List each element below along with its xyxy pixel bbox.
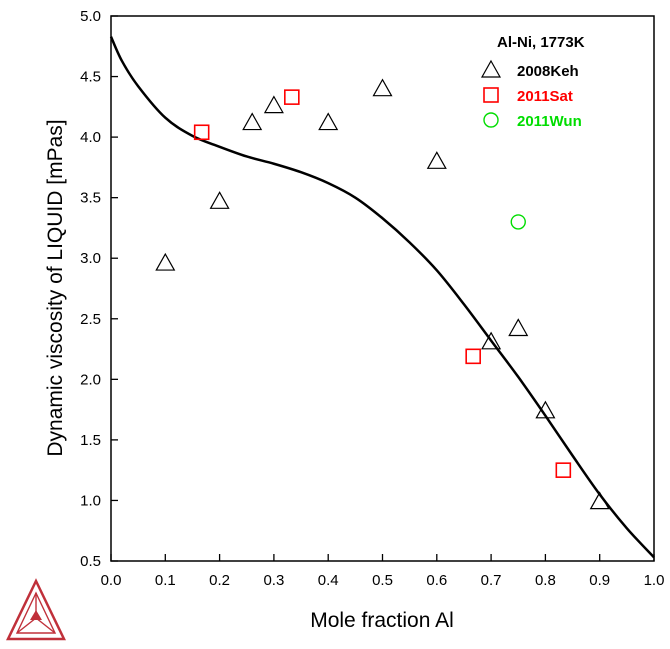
legend-marker-2011Wun	[483, 112, 499, 128]
legend-label-2011Wun: 2011Wun	[517, 113, 582, 130]
2008Keh-point	[209, 191, 230, 209]
2008Keh-point	[481, 331, 502, 350]
thermo-calc-logo-icon	[6, 578, 66, 641]
x-axis-label: Mole fraction Al	[310, 609, 454, 632]
legend-marker-2008Keh	[480, 59, 502, 78]
legend: Al-Ni, 1773K 2008Keh 2011Sat 2011Wun	[480, 34, 585, 130]
2011Sat-point	[465, 348, 481, 365]
x-tick-label: 0.3	[263, 572, 284, 589]
y-tick-label: 0.5	[80, 553, 101, 570]
2008Keh-point	[535, 400, 556, 419]
x-tick-label: 0.2	[209, 572, 230, 589]
y-tick-label: 2.0	[80, 371, 101, 388]
y-tick-label: 1.0	[80, 492, 101, 509]
y-tick-label: 1.5	[80, 432, 101, 449]
y-tick-label: 4.5	[80, 69, 101, 86]
y-axis: 0.5 1.0 1.5 2.0 2.5 3.0 3.5 4.0 4.5 5.0	[80, 8, 118, 570]
model-curve	[109, 36, 655, 559]
y-tick-label: 3.5	[80, 190, 101, 207]
y-tick-label: 5.0	[80, 8, 101, 25]
legend-label-2008Keh: 2008Keh	[517, 63, 579, 80]
2011Sat-point	[284, 89, 300, 105]
y-tick-label: 3.0	[80, 250, 101, 267]
2008Keh-point	[242, 112, 263, 131]
x-tick-label: 0.8	[535, 572, 556, 589]
x-tick-label: 0.1	[155, 572, 176, 589]
x-tick-label: 0.5	[372, 572, 393, 589]
x-tick-label: 0.9	[589, 572, 610, 589]
x-tick-label: 0.0	[101, 572, 122, 589]
2008Keh-point	[263, 95, 284, 114]
2011Sat-point	[555, 462, 572, 478]
y-tick-label: 2.5	[80, 311, 101, 328]
y-tick-label: 4.0	[80, 129, 101, 146]
2008Keh-point	[589, 491, 610, 510]
2008Keh-point	[372, 78, 393, 97]
legend-title: Al-Ni, 1773K	[497, 34, 585, 51]
2011Wun-point	[510, 214, 526, 230]
2008Keh-point	[155, 252, 176, 271]
2008Keh-point	[426, 151, 447, 169]
legend-marker-2011Sat	[483, 87, 499, 103]
data-markers	[155, 78, 610, 510]
x-tick-label: 0.4	[318, 572, 339, 589]
2008Keh-point	[508, 318, 529, 337]
2011Sat-point	[193, 124, 210, 141]
x-axis: 0.0 0.1 0.2 0.3 0.4 0.5 0.6 0.7 0.8 0.9 1.0	[101, 554, 665, 589]
legend-label-2011Sat: 2011Sat	[517, 88, 573, 105]
x-tick-label: 0.6	[426, 572, 447, 589]
x-tick-label: 1.0	[644, 572, 665, 589]
2008Keh-point	[318, 112, 339, 131]
x-tick-label: 0.7	[481, 572, 502, 589]
y-axis-label: Dynamic viscosity of LIQUID [mPas]	[44, 119, 67, 456]
